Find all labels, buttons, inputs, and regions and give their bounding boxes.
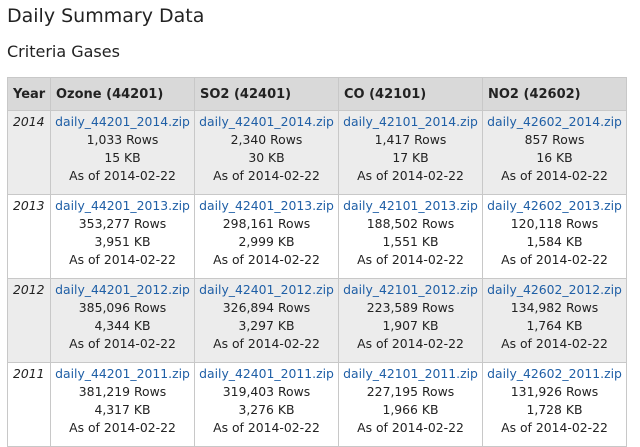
as-of-date: As of 2014-02-22 [357, 336, 464, 351]
download-link[interactable]: daily_44201_2011.zip [55, 366, 190, 381]
file-size: 1,764 KB [526, 318, 583, 333]
as-of-date: As of 2014-02-22 [69, 252, 176, 267]
file-size: 2,999 KB [238, 234, 295, 249]
download-link[interactable]: daily_44201_2014.zip [55, 114, 190, 129]
column-header-ozone: Ozone (44201) [50, 77, 195, 111]
as-of-date: As of 2014-02-22 [213, 336, 320, 351]
table-row: 2011 daily_44201_2011.zip 381,219 Rows 4,31… [7, 362, 627, 447]
download-link[interactable]: daily_44201_2013.zip [55, 198, 190, 213]
as-of-date: As of 2014-02-22 [69, 420, 176, 435]
download-link[interactable]: daily_42101_2011.zip [343, 366, 478, 381]
data-cell-no2: daily_42602_2011.zip 131,926 Rows 1,728 KB… [482, 362, 627, 447]
row-count: 131,926 Rows [510, 384, 599, 399]
as-of-date: As of 2014-02-22 [501, 252, 608, 267]
file-size: 1,966 KB [382, 402, 439, 417]
as-of-date: As of 2014-02-22 [357, 252, 464, 267]
as-of-date: As of 2014-02-22 [501, 168, 608, 183]
as-of-date: As of 2014-02-22 [69, 168, 176, 183]
download-link[interactable]: daily_42602_2013.zip [487, 198, 622, 213]
column-header-co: CO (42101) [338, 77, 483, 111]
table-row: 2014 daily_44201_2014.zip 1,033 Rows 15 KB A… [7, 110, 627, 195]
year-cell: 2014 [7, 110, 51, 195]
row-count: 227,195 Rows [366, 384, 455, 399]
data-cell-ozone: daily_44201_2012.zip 385,096 Rows 4,344 KB… [50, 278, 195, 363]
data-cell-so2: daily_42401_2011.zip 319,403 Rows 3,276 KB… [194, 362, 339, 447]
data-cell-no2: daily_42602_2012.zip 134,982 Rows 1,764 KB… [482, 278, 627, 363]
row-count: 120,118 Rows [510, 216, 599, 231]
download-link[interactable]: daily_42101_2014.zip [343, 114, 478, 129]
download-link[interactable]: daily_42602_2014.zip [487, 114, 622, 129]
as-of-date: As of 2014-02-22 [501, 420, 608, 435]
as-of-date: As of 2014-02-22 [357, 168, 464, 183]
file-size: 17 KB [392, 150, 429, 165]
download-link[interactable]: daily_42602_2011.zip [487, 366, 622, 381]
data-cell-co: daily_42101_2012.zip 223,589 Rows 1,907 KB… [338, 278, 483, 363]
row-count: 1,417 Rows [374, 132, 447, 147]
data-cell-ozone: daily_44201_2011.zip 381,219 Rows 4,317 KB… [50, 362, 195, 447]
file-size: 1,728 KB [526, 402, 583, 417]
data-cell-no2: daily_42602_2014.zip 857 Rows 16 KB As of 2… [482, 110, 627, 195]
as-of-date: As of 2014-02-22 [357, 420, 464, 435]
file-size: 1,584 KB [526, 234, 583, 249]
data-cell-co: daily_42101_2011.zip 227,195 Rows 1,966 KB… [338, 362, 483, 447]
table-header-row: Year Ozone (44201) SO2 (42401) CO (42101… [7, 77, 627, 111]
row-count: 381,219 Rows [78, 384, 167, 399]
as-of-date: As of 2014-02-22 [213, 168, 320, 183]
download-link[interactable]: daily_42602_2012.zip [487, 282, 622, 297]
row-count: 1,033 Rows [86, 132, 159, 147]
table-row: 2012 daily_44201_2012.zip 385,096 Rows 4,34… [7, 278, 627, 363]
page-title: Daily Summary Data [7, 5, 205, 27]
file-size: 4,344 KB [94, 318, 151, 333]
download-link[interactable]: daily_42401_2013.zip [199, 198, 334, 213]
as-of-date: As of 2014-02-22 [213, 420, 320, 435]
data-cell-so2: daily_42401_2014.zip 2,340 Rows 30 KB As of… [194, 110, 339, 195]
year-cell: 2011 [7, 362, 51, 447]
row-count: 2,340 Rows [230, 132, 303, 147]
year-cell: 2012 [7, 278, 51, 363]
row-count: 857 Rows [524, 132, 585, 147]
row-count: 326,894 Rows [222, 300, 311, 315]
file-size: 3,276 KB [238, 402, 295, 417]
file-size: 1,907 KB [382, 318, 439, 333]
data-cell-co: daily_42101_2014.zip 1,417 Rows 17 KB As of… [338, 110, 483, 195]
file-size: 3,951 KB [94, 234, 151, 249]
download-link[interactable]: daily_44201_2012.zip [55, 282, 190, 297]
row-count: 353,277 Rows [78, 216, 167, 231]
as-of-date: As of 2014-02-22 [213, 252, 320, 267]
data-cell-so2: daily_42401_2013.zip 298,161 Rows 2,999 KB… [194, 194, 339, 279]
file-size: 1,551 KB [382, 234, 439, 249]
section-title: Criteria Gases [7, 42, 120, 61]
row-count: 385,096 Rows [78, 300, 167, 315]
table-row: 2013 daily_44201_2013.zip 353,277 Rows 3,95… [7, 194, 627, 279]
column-header-no2: NO2 (42602) [482, 77, 627, 111]
column-header-so2: SO2 (42401) [194, 77, 339, 111]
download-link[interactable]: daily_42401_2011.zip [199, 366, 334, 381]
as-of-date: As of 2014-02-22 [501, 336, 608, 351]
file-size: 15 KB [104, 150, 141, 165]
download-link[interactable]: daily_42401_2014.zip [199, 114, 334, 129]
column-header-year: Year [7, 77, 51, 111]
download-link[interactable]: daily_42101_2013.zip [343, 198, 478, 213]
download-link[interactable]: daily_42401_2012.zip [199, 282, 334, 297]
row-count: 223,589 Rows [366, 300, 455, 315]
data-cell-ozone: daily_44201_2013.zip 353,277 Rows 3,951 KB… [50, 194, 195, 279]
data-cell-co: daily_42101_2013.zip 188,502 Rows 1,551 KB… [338, 194, 483, 279]
as-of-date: As of 2014-02-22 [69, 336, 176, 351]
file-size: 4,317 KB [94, 402, 151, 417]
row-count: 319,403 Rows [222, 384, 311, 399]
row-count: 298,161 Rows [222, 216, 311, 231]
row-count: 188,502 Rows [366, 216, 455, 231]
data-cell-ozone: daily_44201_2014.zip 1,033 Rows 15 KB As of… [50, 110, 195, 195]
file-size: 30 KB [248, 150, 285, 165]
data-cell-so2: daily_42401_2012.zip 326,894 Rows 3,297 KB… [194, 278, 339, 363]
download-link[interactable]: daily_42101_2012.zip [343, 282, 478, 297]
file-size: 16 KB [536, 150, 573, 165]
file-size: 3,297 KB [238, 318, 295, 333]
year-cell: 2013 [7, 194, 51, 279]
row-count: 134,982 Rows [510, 300, 599, 315]
data-cell-no2: daily_42602_2013.zip 120,118 Rows 1,584 KB… [482, 194, 627, 279]
daily-summary-table: Year Ozone (44201) SO2 (42401) CO (42101… [7, 77, 627, 447]
